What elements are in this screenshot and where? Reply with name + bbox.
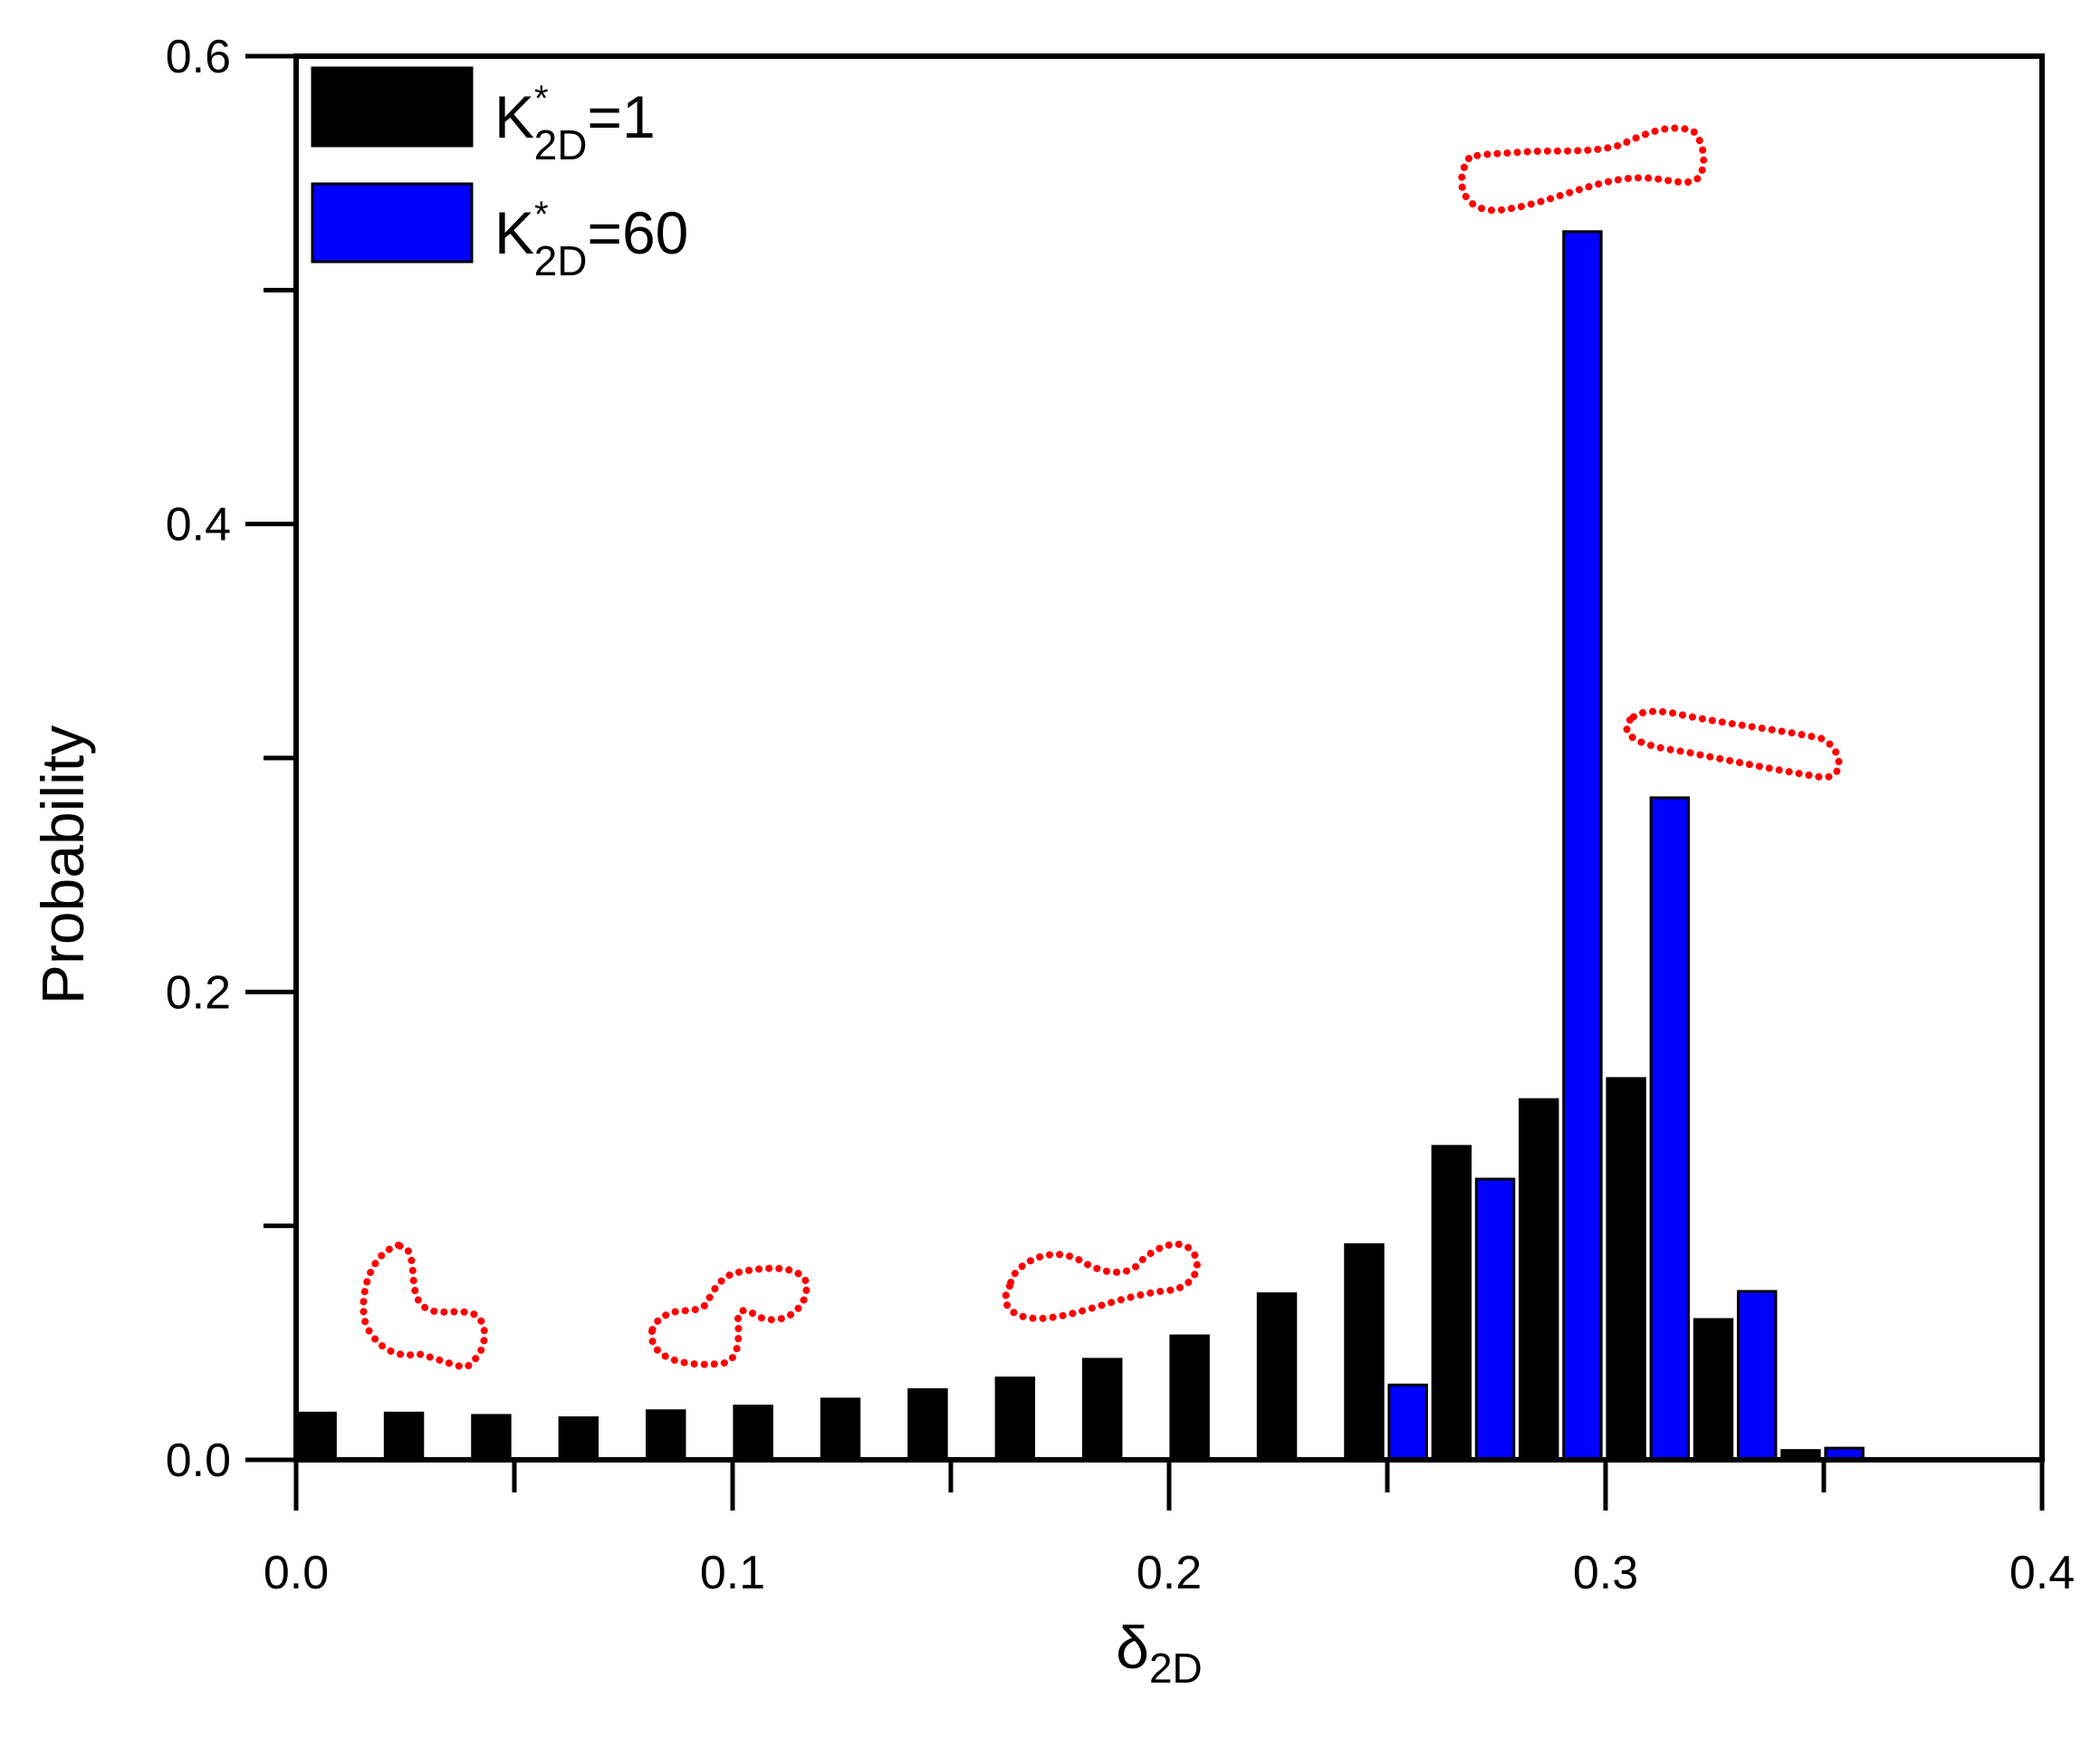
legend-swatch-k1 <box>311 66 474 148</box>
bar-series2-bin-12 <box>1387 1383 1428 1462</box>
x-axis-label-sub: 2D <box>1149 1645 1203 1692</box>
y-tick-label-1: 0.2 <box>166 966 231 1019</box>
shape-peanut <box>1002 1241 1201 1322</box>
bar-series1-bin-16 <box>1692 1318 1734 1462</box>
legend-k60-suffix: =60 <box>587 199 688 266</box>
bar-series1-bin-1 <box>383 1411 425 1462</box>
bar-series1-bin-4 <box>646 1409 686 1462</box>
x-tick-label-4: 0.4 <box>2009 1547 2075 1599</box>
shape-insets-layer <box>360 124 1843 1371</box>
bar-series1-bin-11 <box>1256 1292 1298 1462</box>
bar-series1-bin-2 <box>471 1414 512 1462</box>
x-tick-label-1: 0.1 <box>700 1547 765 1599</box>
shape-kidney <box>360 1241 488 1371</box>
shape-elongated-ellipse <box>1623 707 1843 782</box>
x-tick-label-3: 0.3 <box>1573 1547 1638 1599</box>
legend-k1-sup: * <box>534 79 549 119</box>
bar-series1-bin-10 <box>1169 1334 1210 1462</box>
legend-k1-suffix: =1 <box>587 83 655 150</box>
bar-series2-bin-16 <box>1737 1290 1778 1462</box>
y-tick-label-2: 0.4 <box>166 499 231 552</box>
legend-swatch-k60 <box>311 182 474 264</box>
x-tick-label-2: 0.2 <box>1136 1547 1202 1599</box>
legend-label-k1: K* 2D=1 <box>494 79 656 168</box>
shape-s-curve <box>647 1264 810 1368</box>
legend-item-k1: K* 2D=1 <box>311 66 656 168</box>
legend-k60-sup: * <box>534 195 549 235</box>
shape-elongated-peanut <box>1458 124 1708 215</box>
bar-series1-bin-6 <box>820 1397 861 1462</box>
x-axis-label: δ2D <box>1116 1614 1203 1692</box>
legend-label-k60: K* 2D=60 <box>494 195 688 284</box>
bar-series2-bin-15 <box>1649 796 1691 1462</box>
legend-k60-sub: 2D <box>534 237 588 284</box>
legend: K* 2D=1 K* 2D=60 <box>311 66 688 284</box>
bar-series2-bin-13 <box>1474 1177 1516 1462</box>
y-tick-label-3: 0.6 <box>166 31 231 83</box>
legend-item-k60: K* 2D=60 <box>311 182 688 284</box>
bar-series1-bin-15 <box>1606 1077 1646 1462</box>
axis-ticks-layer <box>245 53 2045 1511</box>
tick-labels-layer: 0.0 0.1 0.2 0.3 0.4 0.0 0.2 0.4 0.6 <box>166 31 2075 1599</box>
x-axis-label-main: δ <box>1116 1614 1149 1681</box>
bar-series1-bin-9 <box>1082 1357 1123 1462</box>
bar-series2-bin-14 <box>1562 230 1603 1462</box>
legend-k1-base: K <box>494 83 534 150</box>
bar-series1-bin-13 <box>1431 1145 1472 1462</box>
bar-series1-bin-7 <box>907 1388 948 1462</box>
x-tick-label-0: 0.0 <box>264 1547 329 1599</box>
bar-series1-bin-12 <box>1344 1242 1385 1462</box>
bars-layer <box>296 230 1865 1462</box>
bar-series1-bin-8 <box>994 1377 1036 1462</box>
bar-series1-bin-5 <box>733 1405 773 1462</box>
bar-series1-bin-0 <box>296 1411 337 1462</box>
y-axis-label: Probability <box>29 725 96 1004</box>
legend-k1-sub: 2D <box>534 121 588 168</box>
y-tick-label-0: 0.0 <box>166 1434 231 1487</box>
legend-k60-base: K <box>494 199 534 266</box>
bar-series1-bin-14 <box>1519 1098 1559 1462</box>
bar-series1-bin-3 <box>558 1416 599 1462</box>
